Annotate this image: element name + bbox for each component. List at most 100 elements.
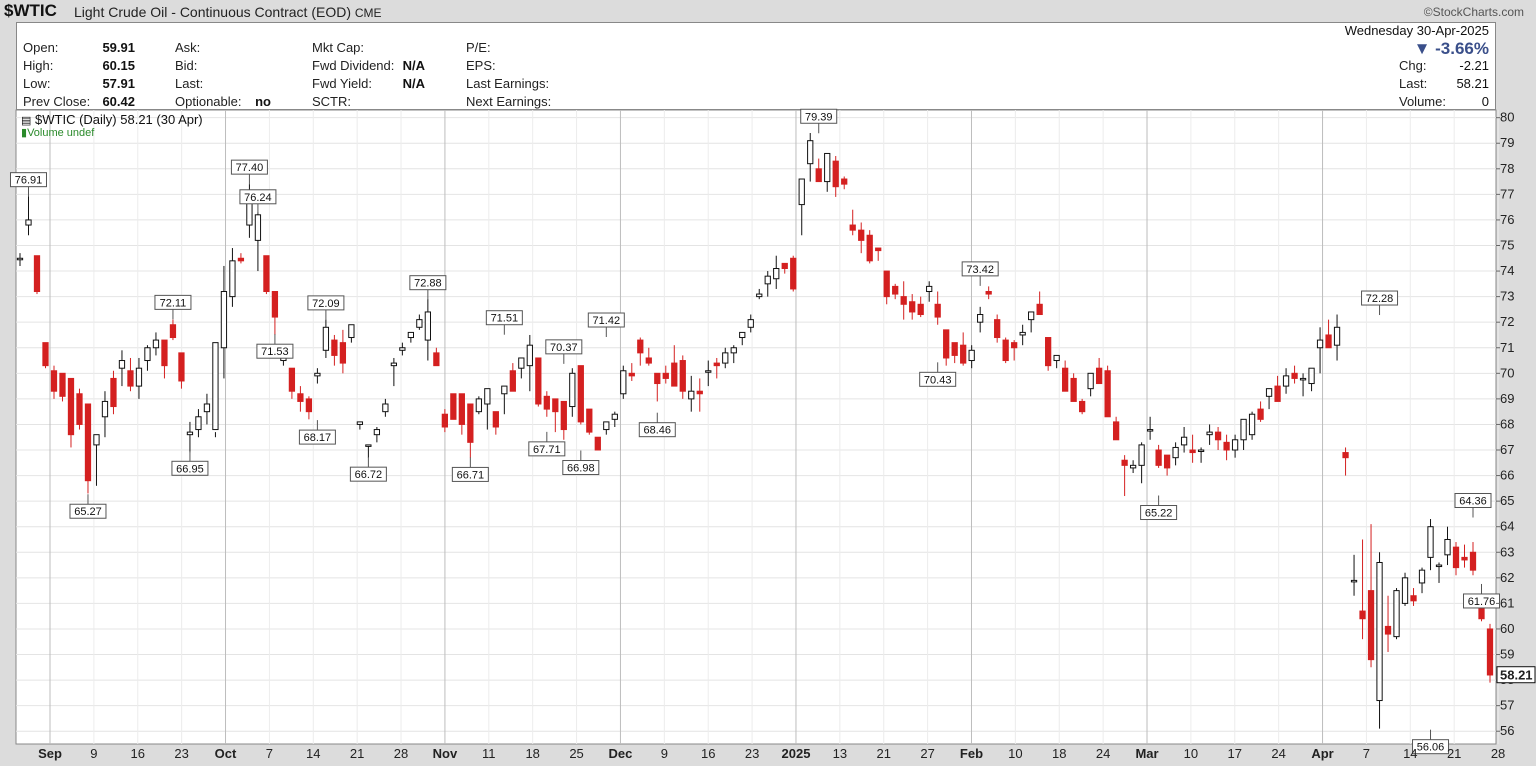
annotation-label: 68.17 — [304, 432, 332, 444]
candle-body — [144, 347, 151, 362]
chg-label: Chg: — [1399, 58, 1427, 73]
candle-body — [339, 342, 347, 364]
change-percent: ▼ -3.66% — [1413, 39, 1489, 58]
candle — [875, 247, 882, 261]
candle-body — [1062, 367, 1069, 392]
candle — [620, 365, 627, 399]
candle — [662, 365, 669, 384]
candle — [314, 368, 321, 384]
candle-body — [1333, 326, 1341, 346]
candle-body — [1214, 431, 1222, 441]
candle-body — [1163, 454, 1171, 469]
candle-body — [781, 262, 788, 269]
candle-body — [926, 285, 933, 293]
candle — [305, 396, 313, 420]
candle — [1359, 539, 1366, 640]
candle — [484, 388, 491, 430]
candle — [1104, 365, 1111, 418]
sctr-label: SCTR: — [312, 94, 351, 109]
x-tick-label: Oct — [215, 746, 237, 761]
candle — [1028, 311, 1035, 333]
candle — [824, 152, 831, 192]
candle-body — [475, 398, 482, 413]
candle-body — [322, 326, 330, 351]
annotation-label: 77.40 — [236, 162, 264, 174]
annotation-box — [562, 460, 600, 476]
candle — [42, 342, 49, 369]
price-annotation: 66.98 — [562, 450, 600, 476]
candle — [671, 345, 678, 387]
candle — [586, 408, 593, 435]
brand-link[interactable]: ©StockCharts.com — [1423, 5, 1524, 19]
candle-body — [135, 367, 143, 387]
candle — [237, 253, 245, 264]
candle — [1265, 388, 1273, 410]
candle-body — [1359, 610, 1366, 620]
candle — [951, 342, 958, 364]
candle-body — [16, 257, 24, 261]
candle — [1333, 314, 1341, 361]
candle-body — [883, 270, 890, 298]
annotation-box — [154, 294, 192, 310]
y-tick-label: 79 — [1500, 135, 1514, 150]
candle-body — [101, 400, 109, 418]
annotation-box — [307, 295, 345, 311]
candle-body — [271, 291, 279, 318]
y-tick-label: 78 — [1500, 161, 1514, 176]
candle-body — [1444, 538, 1451, 556]
candle-body — [1036, 303, 1043, 316]
x-tick-label: Mar — [1135, 746, 1158, 761]
candle-body — [263, 255, 270, 293]
x-tick-label: 21 — [1447, 746, 1461, 761]
candle — [866, 230, 873, 264]
legend-volume: ▮Volume undef — [21, 126, 94, 139]
candle — [76, 388, 83, 430]
candle-body — [1350, 579, 1358, 583]
annotation-label: 61.76 — [1468, 596, 1496, 608]
candle — [1248, 411, 1256, 440]
x-axis: Sep 9 16 23 Oct 7 14 21 28 Nov 11 18 25 Dec 9 16 23 2025 1… — [38, 746, 1505, 761]
annotation-box — [349, 466, 387, 482]
candle-body — [110, 377, 117, 408]
open-label: Open: — [23, 40, 59, 55]
candle — [1384, 595, 1392, 652]
candle — [1461, 544, 1468, 568]
candle — [705, 360, 712, 387]
y-tick-label: 80 — [1500, 110, 1514, 125]
annotation-box — [239, 189, 277, 205]
candle — [781, 262, 788, 274]
x-tick-label: 7 — [1363, 746, 1370, 761]
candle — [390, 357, 398, 387]
y-tick-label: 75 — [1500, 237, 1514, 252]
candle — [603, 421, 610, 435]
annotation-label: 66.95 — [176, 463, 204, 475]
price-annotation: 77.40 — [230, 159, 268, 185]
candle — [1155, 444, 1162, 468]
x-tick-label: 16 — [131, 746, 145, 761]
candle-body — [560, 400, 567, 431]
annotation-box — [171, 460, 209, 476]
optionable-value: no — [255, 94, 271, 109]
candle — [688, 375, 695, 412]
volume-label: Volume: — [1399, 94, 1446, 109]
candle-body — [832, 160, 839, 188]
candle-body — [390, 362, 398, 367]
x-tick-label: 7 — [266, 746, 273, 761]
annotation-label: 66.72 — [355, 469, 383, 481]
candle-body — [807, 140, 814, 165]
candle — [407, 331, 415, 343]
last-label: Last: — [175, 76, 204, 91]
candle — [994, 314, 1001, 343]
candle-body — [1291, 372, 1298, 379]
annotation-box — [1361, 290, 1399, 306]
y-tick-label: 60 — [1500, 621, 1514, 636]
candle — [960, 332, 967, 366]
candle — [1189, 434, 1196, 463]
annotation-box — [1140, 505, 1178, 521]
price-annotation: 65.22 — [1140, 495, 1178, 521]
candle — [747, 314, 754, 333]
price-annotation: 73.42 — [961, 261, 999, 286]
annotation-label: 64.36 — [1459, 495, 1487, 507]
candle — [1011, 340, 1018, 361]
